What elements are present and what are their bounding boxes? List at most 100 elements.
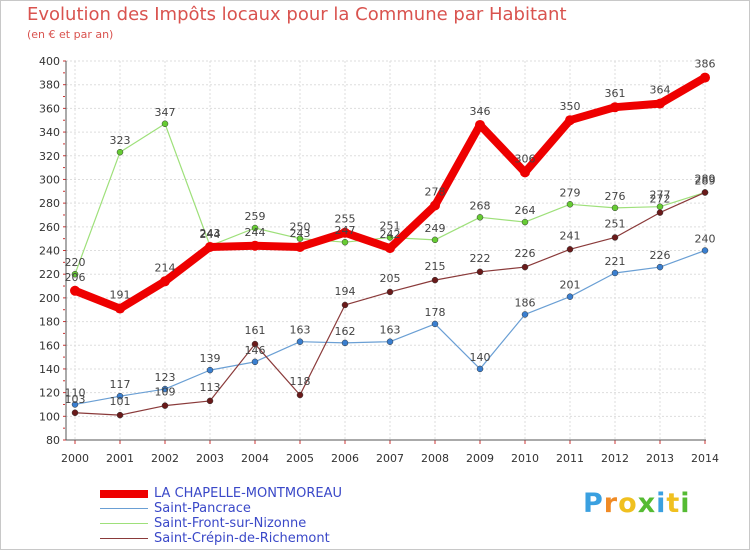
- data-label: 113: [200, 381, 221, 394]
- data-label: 289: [695, 174, 716, 187]
- data-label: 249: [425, 222, 446, 235]
- data-label: 347: [155, 106, 176, 119]
- data-point: [116, 411, 124, 419]
- legend-label: Saint-Crépin-de-Richemont: [154, 531, 330, 546]
- x-tick-label: 2007: [376, 452, 404, 465]
- logo-letter: i: [656, 488, 667, 519]
- y-tick-label: 180: [39, 316, 60, 329]
- legend-swatch-saint-crepin-de-richemont: [100, 538, 148, 539]
- data-label: 162: [335, 325, 356, 338]
- data-label: 240: [695, 233, 716, 246]
- data-point: [700, 72, 710, 83]
- data-label: 350: [560, 100, 581, 113]
- data-point: [296, 338, 304, 345]
- data-label: 323: [110, 134, 131, 147]
- data-point: [701, 189, 709, 196]
- x-tick-label: 2014: [691, 452, 719, 465]
- data-point: [521, 218, 529, 226]
- data-label: 247: [335, 224, 356, 237]
- data-label: 110: [65, 386, 86, 399]
- y-tick-label: 160: [39, 339, 60, 352]
- y-tick-label: 280: [39, 197, 60, 210]
- data-point: [340, 227, 350, 238]
- data-label: 163: [380, 324, 401, 337]
- data-point: [206, 397, 214, 405]
- data-point: [295, 241, 305, 252]
- data-label: 226: [650, 249, 671, 262]
- x-tick-label: 2006: [331, 452, 359, 465]
- y-tick-label: 120: [39, 387, 60, 400]
- data-point: [385, 243, 395, 254]
- data-label: 139: [200, 352, 221, 365]
- data-point: [161, 120, 169, 128]
- x-tick-label: 2009: [466, 452, 494, 465]
- data-point: [476, 214, 484, 221]
- data-label: 278: [425, 185, 446, 198]
- y-tick-label: 300: [39, 173, 60, 186]
- y-tick-label: 100: [39, 410, 60, 423]
- data-label: 244: [200, 228, 221, 241]
- data-label: 264: [515, 204, 536, 217]
- data-point: [520, 167, 530, 178]
- data-point: [116, 148, 124, 156]
- series-lines: [70, 72, 710, 419]
- y-axis: 80 100 120 140 160 180 200 220 240 260 280 300 320 34…: [39, 55, 67, 447]
- data-label: 163: [290, 324, 311, 337]
- data-point: [521, 263, 529, 271]
- data-labels: 220 323 347 244 259 250 247 251 249 268 264 279 276 2…: [65, 58, 716, 409]
- data-point: [341, 301, 349, 309]
- data-point: [71, 401, 79, 408]
- x-tick-label: 2004: [241, 452, 269, 465]
- data-label: 221: [605, 255, 626, 268]
- data-label: 279: [560, 186, 581, 199]
- legend-label: Saint-Front-sur-Nizonne: [154, 516, 307, 531]
- data-point: [521, 311, 529, 318]
- data-point: [476, 268, 484, 276]
- data-label: 103: [65, 393, 86, 406]
- data-point: [206, 366, 214, 374]
- data-label: 178: [425, 306, 446, 319]
- y-tick-label: 340: [39, 126, 60, 139]
- data-label: 242: [380, 228, 401, 241]
- logo-letter: r: [603, 488, 619, 519]
- legend: LA CHAPELLE-MONTMOREAU Saint-Pancrace Sa…: [100, 486, 342, 546]
- data-label: 194: [335, 285, 356, 298]
- y-tick-label: 200: [39, 292, 60, 305]
- data-point: [386, 288, 394, 296]
- data-label: 259: [245, 210, 266, 223]
- y-tick-label: 260: [39, 221, 60, 234]
- data-label: 244: [245, 226, 266, 239]
- data-point: [476, 365, 484, 373]
- data-point: [566, 201, 574, 208]
- data-point: [610, 102, 620, 113]
- x-tick-label: 2000: [61, 452, 89, 465]
- data-label: 250: [290, 221, 311, 234]
- data-label: 226: [515, 247, 536, 260]
- logo-letter: t: [666, 488, 681, 519]
- y-tick-label: 320: [39, 150, 60, 163]
- data-label: 118: [290, 375, 311, 388]
- data-label: 140: [470, 351, 491, 364]
- data-point: [70, 285, 80, 296]
- data-point: [431, 276, 439, 284]
- data-label: 117: [110, 378, 131, 391]
- x-axis: 2000 2001 2002 2003 2004 2005 2006 2007 2008 2009…: [61, 439, 719, 465]
- y-tick-label: 80: [46, 434, 60, 447]
- y-tick-label: 220: [39, 268, 60, 281]
- data-label: 276: [605, 190, 626, 203]
- data-label: 191: [110, 289, 131, 302]
- data-point: [251, 224, 259, 232]
- data-point: [566, 246, 574, 253]
- x-tick-label: 2013: [646, 452, 674, 465]
- data-point: [161, 402, 169, 409]
- data-point: [431, 236, 439, 244]
- data-label: 109: [155, 386, 176, 399]
- data-label: 222: [470, 252, 491, 265]
- data-point: [386, 234, 394, 241]
- data-point: [611, 234, 619, 241]
- data-point: [296, 235, 304, 242]
- data-label: 361: [605, 87, 626, 100]
- data-label: 215: [425, 260, 446, 273]
- y-tick-label: 380: [39, 79, 60, 92]
- data-label: 206: [65, 271, 86, 284]
